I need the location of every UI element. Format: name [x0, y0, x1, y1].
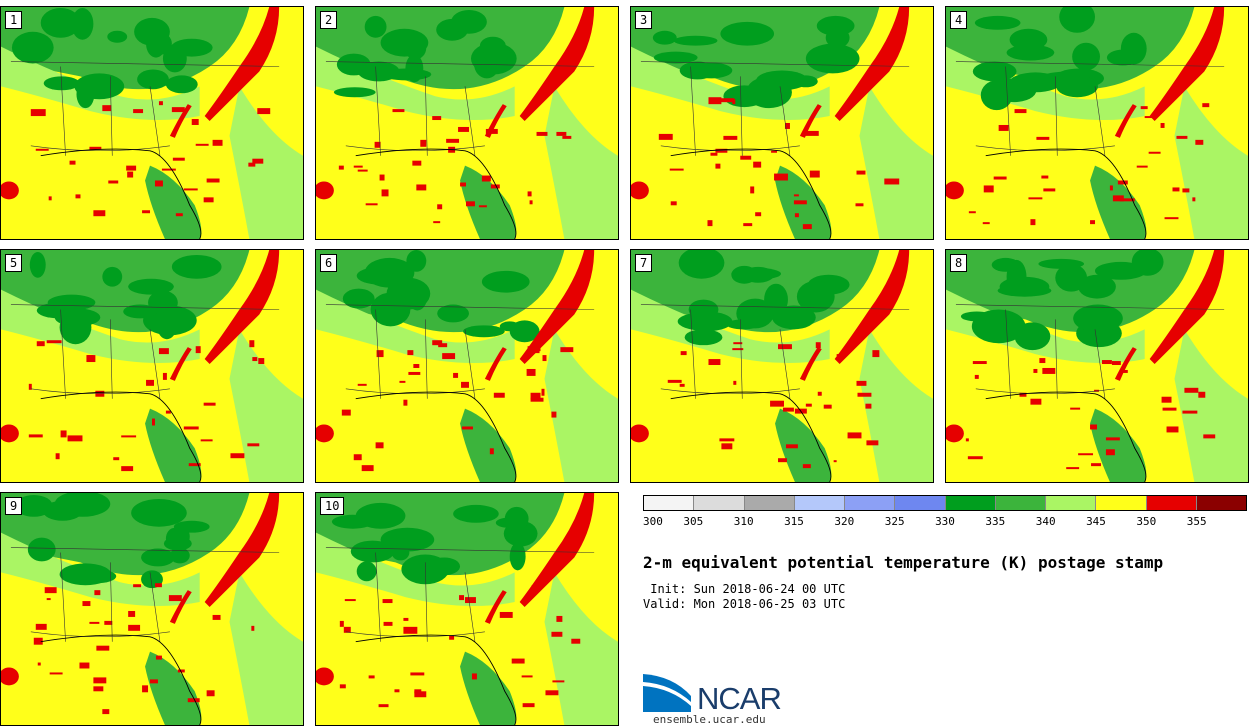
map-panel-7: 7	[630, 249, 934, 483]
panel-number: 9	[5, 497, 23, 515]
colorbar-segment	[1196, 496, 1246, 510]
colorbar-tick-label: 315	[784, 515, 804, 528]
panel-number: 2	[320, 11, 338, 29]
map-panel-1: 1	[0, 6, 304, 240]
map-field	[316, 250, 618, 482]
map-panel-9: 9	[0, 492, 304, 726]
map-panel-10: 10	[315, 492, 619, 726]
map-field	[631, 250, 933, 482]
init-time: Init: Sun 2018-06-24 00 UTC	[643, 582, 846, 596]
panel-number: 5	[5, 254, 23, 272]
map-panel-5: 5	[0, 249, 304, 483]
logo-text: NCAR	[697, 681, 782, 716]
colorbar-tick-label: 355	[1186, 515, 1207, 528]
colorbar-segment	[845, 496, 896, 510]
colorbar-tick-label: 330	[935, 515, 955, 528]
map-panel-3: 3	[630, 6, 934, 240]
map-panel-8: 8	[945, 249, 1249, 483]
colorbar-segment	[694, 496, 745, 510]
colorbar-tick-label: 305	[683, 515, 704, 528]
map-field	[1, 7, 303, 239]
panel-number: 7	[635, 254, 653, 272]
panel-number: 1	[5, 11, 23, 29]
figure-title: 2-m equivalent potential temperature (K)…	[643, 553, 1164, 572]
colorbar-tick-label: 320	[834, 515, 855, 528]
colorbar-ticks: 300 305 310 315 320 325 330 335 340 345 350 355	[643, 515, 1247, 531]
map-panel-6: 6	[315, 249, 619, 483]
colorbar-segment	[744, 496, 795, 510]
map-field	[1, 493, 303, 725]
map-field	[631, 7, 933, 239]
colorbar-segment	[794, 496, 845, 510]
map-field	[316, 7, 618, 239]
panel-number: 3	[635, 11, 653, 29]
colorbar-segment	[1096, 496, 1147, 510]
map-field	[946, 250, 1248, 482]
colorbar-segment	[895, 496, 946, 510]
map-panel-4: 4	[945, 6, 1249, 240]
ncar-logo-icon	[643, 674, 691, 712]
panel-number: 6	[320, 254, 338, 272]
colorbar-tick-label: 335	[985, 515, 1006, 528]
colorbar-tick-label: 340	[1035, 515, 1056, 528]
map-field	[1, 250, 303, 482]
colorbar-segment	[1046, 496, 1097, 510]
map-field	[316, 493, 618, 725]
colorbar-tick-label: 325	[884, 515, 905, 528]
colorbar-tick-label: 300	[643, 515, 663, 528]
colorbar	[643, 495, 1247, 511]
colorbar-segment	[644, 496, 695, 510]
panel-number: 4	[950, 11, 968, 29]
map-field	[946, 7, 1248, 239]
logo-url: ensemble.ucar.edu	[653, 713, 766, 726]
colorbar-tick-label: 350	[1136, 515, 1157, 528]
panel-number: 8	[950, 254, 968, 272]
colorbar-segment	[995, 496, 1046, 510]
colorbar-segment	[1146, 496, 1197, 510]
panel-number: 10	[320, 497, 345, 515]
colorbar-tick-label: 345	[1086, 515, 1106, 528]
valid-time: Valid: Mon 2018-06-25 03 UTC	[643, 597, 846, 611]
map-panel-2: 2	[315, 6, 619, 240]
colorbar-tick-label: 310	[733, 515, 754, 528]
colorbar-segment	[945, 496, 996, 510]
